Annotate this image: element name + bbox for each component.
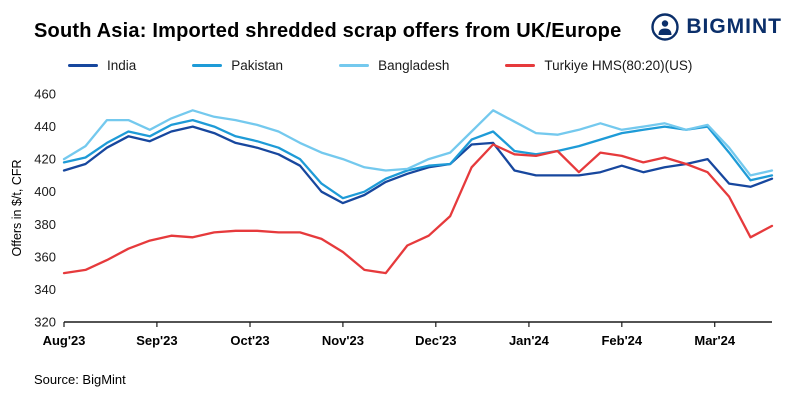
legend-swatch	[68, 64, 98, 67]
svg-text:Mar'24: Mar'24	[694, 333, 735, 348]
svg-text:340: 340	[34, 282, 56, 297]
legend-item-turkiye-hms-80-20-us: Turkiye HMS(80:20)(US)	[505, 58, 692, 73]
svg-text:Sep'23: Sep'23	[136, 333, 177, 348]
legend-label: Bangladesh	[378, 58, 450, 73]
svg-text:380: 380	[34, 217, 56, 232]
chart-title: South Asia: Imported shredded scrap offe…	[34, 20, 622, 42]
svg-text:440: 440	[34, 119, 56, 134]
source-note: Source: BigMint	[34, 372, 126, 387]
svg-text:Aug'23: Aug'23	[43, 333, 86, 348]
legend-label: Turkiye HMS(80:20)(US)	[544, 58, 693, 73]
svg-text:Jan'24: Jan'24	[509, 333, 550, 348]
svg-text:320: 320	[34, 315, 56, 330]
svg-text:Offers in $/t, CFR: Offers in $/t, CFR	[10, 159, 24, 256]
svg-text:360: 360	[34, 249, 56, 264]
legend-swatch	[192, 64, 223, 67]
brand-logo: BIGMINT	[650, 12, 782, 42]
chart-canvas: 320 340 360 380 400 420 440 460 Offers in $/t, C…	[10, 87, 774, 348]
brand-icon	[651, 13, 680, 41]
legend-swatch	[339, 64, 370, 67]
legend-item-pakistan: Pakistan	[192, 58, 283, 73]
svg-text:Nov'23: Nov'23	[322, 333, 364, 348]
legend-item-bangladesh: Bangladesh	[339, 58, 449, 73]
svg-text:Oct'23: Oct'23	[230, 333, 269, 348]
chart-legend: India Pakistan Bangladesh Turkiye HMS(80:20…	[68, 58, 692, 73]
svg-text:Dec'23: Dec'23	[415, 333, 456, 348]
brand-name: BIGMINT	[686, 15, 782, 38]
legend-swatch	[505, 64, 536, 67]
svg-text:460: 460	[34, 87, 56, 102]
svg-text:Feb'24: Feb'24	[601, 333, 642, 348]
svg-text:420: 420	[34, 152, 56, 167]
svg-text:400: 400	[34, 184, 56, 199]
legend-label: India	[107, 58, 137, 73]
chart-area: 320 340 360 380 400 420 440 460 Offers in $/t, C…	[8, 84, 786, 357]
legend-label: Pakistan	[231, 58, 284, 73]
legend-item-india: India	[68, 58, 136, 73]
